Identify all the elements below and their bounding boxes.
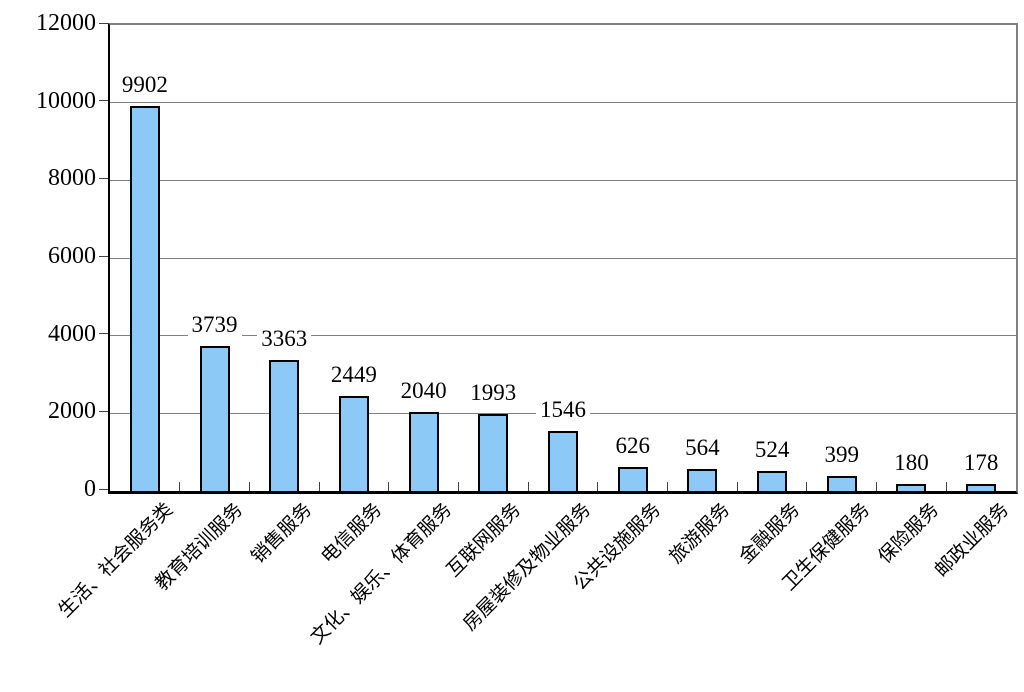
bar bbox=[548, 430, 578, 491]
value-label: 9902 bbox=[117, 73, 172, 98]
category-label: 邮政业服务 bbox=[931, 499, 1014, 582]
y-axis-tick bbox=[99, 177, 108, 179]
value-label: 626 bbox=[611, 433, 654, 458]
bar bbox=[966, 484, 997, 491]
x-axis-tick bbox=[457, 482, 459, 491]
y-axis-tick bbox=[99, 255, 108, 257]
y-axis-tick bbox=[99, 333, 108, 335]
y-axis-tick bbox=[99, 22, 108, 24]
y-axis-tick bbox=[99, 100, 108, 102]
y-axis-tick bbox=[99, 488, 108, 490]
value-label: 2449 bbox=[326, 362, 381, 387]
value-label: 1546 bbox=[536, 397, 590, 422]
y-tick-label: 6000 bbox=[48, 243, 96, 269]
bar bbox=[687, 469, 718, 491]
value-label: 178 bbox=[959, 451, 1003, 476]
y-tick-label: 8000 bbox=[48, 165, 96, 192]
x-axis-tick bbox=[806, 482, 808, 491]
x-axis-tick bbox=[318, 482, 320, 491]
category-label: 电信服务 bbox=[317, 499, 387, 568]
value-label: 3363 bbox=[257, 327, 312, 352]
y-tick-label: 10000 bbox=[36, 87, 96, 114]
x-axis-tick bbox=[179, 482, 181, 491]
bar bbox=[617, 466, 648, 491]
category-label: 旅游服务 bbox=[665, 499, 735, 568]
category-label: 保险服务 bbox=[875, 499, 944, 568]
plot-area: 9902 3739 3363 2449 2040 1993 1546 626 564 524 399… bbox=[108, 23, 1018, 494]
x-axis-tick bbox=[736, 482, 738, 491]
value-label: 2040 bbox=[396, 378, 451, 403]
bar bbox=[129, 106, 160, 491]
y-tick-label: 2000 bbox=[48, 398, 96, 425]
value-label: 399 bbox=[820, 442, 864, 467]
bar bbox=[408, 411, 439, 491]
bar bbox=[757, 470, 788, 491]
y-axis-tick bbox=[99, 410, 108, 412]
category-label: 房屋装修及物业服务 bbox=[459, 499, 596, 636]
y-gridline bbox=[110, 102, 1016, 104]
category-label: 生活、社会服务类 bbox=[54, 499, 178, 622]
bar bbox=[269, 360, 300, 491]
y-tick-label: 0 bbox=[84, 476, 96, 502]
y-gridline bbox=[110, 335, 1016, 337]
x-axis-tick bbox=[248, 482, 250, 491]
category-label: 文化、娱乐、体育服务 bbox=[306, 499, 456, 649]
bar bbox=[338, 395, 369, 491]
value-label: 1993 bbox=[466, 380, 521, 405]
x-axis-tick bbox=[876, 482, 878, 491]
y-tick-label: 12000 bbox=[36, 10, 96, 36]
bar bbox=[896, 484, 927, 491]
category-label: 金融服务 bbox=[735, 499, 805, 568]
value-label: 3739 bbox=[187, 312, 242, 337]
x-axis-tick bbox=[667, 482, 669, 491]
y-gridline bbox=[110, 257, 1016, 259]
x-axis-tick bbox=[597, 482, 599, 491]
x-axis-tick bbox=[945, 482, 947, 491]
x-axis-tick bbox=[388, 482, 390, 491]
category-label: 销售服务 bbox=[247, 499, 317, 568]
x-axis-tick bbox=[527, 482, 529, 491]
bar bbox=[478, 413, 509, 491]
value-label: 564 bbox=[681, 436, 724, 461]
y-tick-label: 4000 bbox=[48, 320, 96, 347]
value-label: 180 bbox=[890, 451, 933, 476]
bar bbox=[826, 475, 857, 491]
y-gridline bbox=[110, 179, 1016, 181]
bar bbox=[199, 345, 230, 491]
value-label: 524 bbox=[750, 437, 794, 462]
